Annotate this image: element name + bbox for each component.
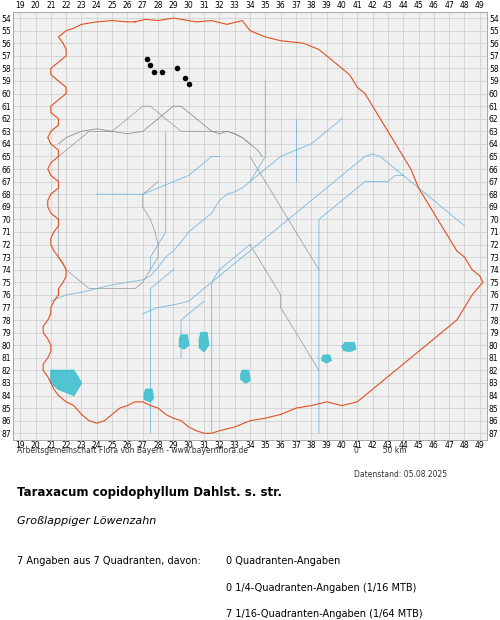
Text: 7 Angaben aus 7 Quadranten, davon:: 7 Angaben aus 7 Quadranten, davon: (18, 556, 201, 566)
Text: Datenstand: 05.08.2025: Datenstand: 05.08.2025 (354, 469, 448, 479)
Polygon shape (342, 343, 355, 352)
Polygon shape (51, 370, 82, 396)
Text: 0          50 km: 0 50 km (354, 446, 407, 455)
Text: Arbeitsgemeinschaft Flora von Bayern - www.bayernflora.de: Arbeitsgemeinschaft Flora von Bayern - w… (18, 446, 248, 455)
Text: Taraxacum copidophyllum Dahlst. s. str.: Taraxacum copidophyllum Dahlst. s. str. (18, 486, 282, 499)
Polygon shape (200, 332, 208, 352)
Polygon shape (180, 335, 188, 349)
Polygon shape (322, 355, 331, 363)
Text: 7 1/16-Quadranten-Angaben (1/64 MTB): 7 1/16-Quadranten-Angaben (1/64 MTB) (226, 609, 423, 619)
Polygon shape (144, 389, 154, 402)
Text: 0 Quadranten-Angaben: 0 Quadranten-Angaben (226, 556, 340, 566)
Text: 0 1/4-Quadranten-Angaben (1/16 MTB): 0 1/4-Quadranten-Angaben (1/16 MTB) (226, 583, 416, 593)
Text: Großlappiger Löwenzahn: Großlappiger Löwenzahn (18, 516, 156, 526)
Polygon shape (241, 370, 250, 383)
